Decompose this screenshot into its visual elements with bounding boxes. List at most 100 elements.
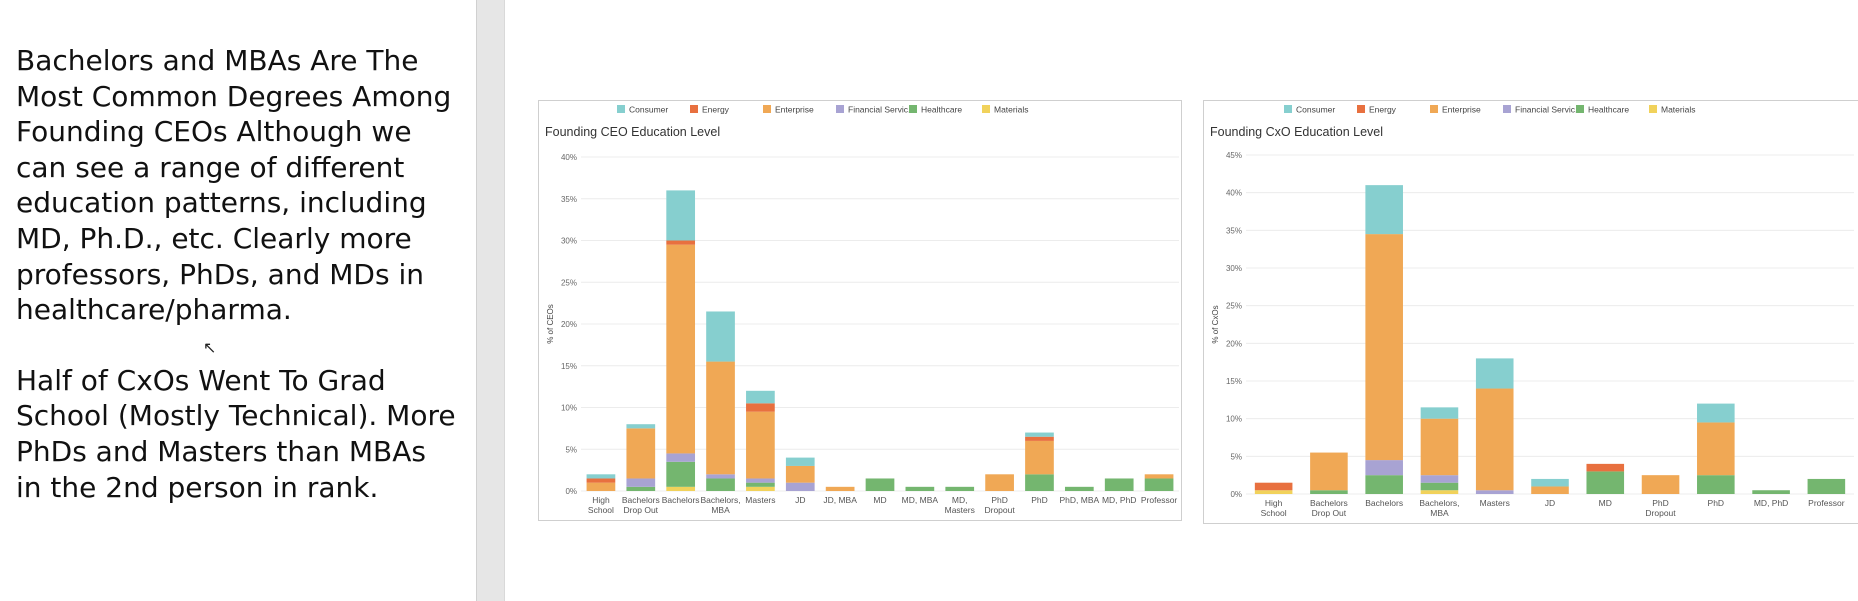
- legend-swatch-financial-servic: [836, 105, 844, 113]
- legend-swatch-materials: [982, 105, 990, 113]
- bar-segment-energy: [1586, 463, 1625, 472]
- bar-segment-healthcare: [746, 482, 775, 487]
- bar-segment-consumer: [1475, 358, 1514, 389]
- bar-segment-financial-servic: [746, 478, 775, 483]
- x-tick-label: Bachelors: [662, 495, 700, 505]
- x-tick-label: JD, MBA: [823, 495, 857, 505]
- bar-segment-enterprise: [586, 482, 616, 491]
- bar-stack-md: [1586, 463, 1625, 494]
- paragraph-cxo: Half of CxOs Went To Grad School (Mostly…: [16, 363, 456, 504]
- legend-swatch-materials: [1649, 105, 1657, 113]
- bar-segment-healthcare: [706, 478, 735, 491]
- cxo-education-chart: Consumer Energy Enterprise Financial Servic…: [1203, 100, 1858, 524]
- y-tick-label: 10%: [1226, 415, 1242, 424]
- x-tick-label: Professor: [1141, 495, 1178, 505]
- bar-segment-enterprise: [1310, 452, 1348, 491]
- bar-segment-healthcare: [1310, 490, 1348, 494]
- x-tick-label: Masters: [745, 495, 775, 505]
- bar-segment-healthcare: [905, 486, 935, 491]
- bar-segment-financial-servic: [1365, 460, 1403, 476]
- bar-segment-energy: [1025, 436, 1054, 441]
- bar-segment-healthcare: [865, 478, 895, 491]
- x-tick-label: MD: [873, 495, 886, 505]
- text-panel: Bachelors and MBAs Are The Most Common D…: [0, 0, 476, 601]
- ceo-education-chart: Consumer Energy Enterprise Financial Servic…: [538, 100, 1182, 521]
- x-tick-label: MD, PhD: [1102, 495, 1136, 505]
- legend-label-energy: Energy: [1369, 105, 1397, 115]
- legend-label-financial-servic: Financial Servic..: [848, 105, 913, 115]
- bar-segment-materials: [746, 486, 775, 491]
- legend-swatch-consumer: [1284, 105, 1292, 113]
- x-tick-label: Professor: [1808, 498, 1845, 508]
- legend-swatch-enterprise: [1430, 105, 1438, 113]
- x-tick-label: Bachelors Drop Out: [1310, 498, 1348, 518]
- commentary-text: Bachelors and MBAs Are The Most Common D…: [16, 43, 456, 505]
- bar-segment-enterprise: [825, 486, 855, 491]
- x-tick-label: MD: [1599, 498, 1612, 508]
- y-tick-label: 45%: [1226, 151, 1242, 160]
- y-tick-label: 0%: [565, 487, 577, 496]
- mouse-cursor-icon: ↖: [203, 338, 217, 357]
- bar-segment-healthcare: [1586, 471, 1625, 494]
- bar-segment-enterprise: [746, 411, 775, 479]
- bar-segment-enterprise: [1531, 486, 1569, 494]
- y-tick-label: 15%: [561, 362, 577, 371]
- y-tick-label: 30%: [561, 237, 577, 246]
- y-tick-label: 20%: [1226, 339, 1242, 348]
- bar-segment-consumer: [706, 311, 735, 362]
- bar-segment-consumer: [666, 190, 696, 241]
- bar-segment-enterprise: [1697, 422, 1735, 476]
- bar-segment-consumer: [626, 424, 656, 429]
- x-tick-label: PhD: [1031, 495, 1048, 505]
- x-tick-label: MD, PhD: [1754, 498, 1788, 508]
- x-tick-label: Masters: [1480, 498, 1510, 508]
- x-tick-label: PhD, MBA: [1059, 495, 1099, 505]
- y-tick-label: 25%: [561, 278, 577, 287]
- y-tick-label: 25%: [1226, 302, 1242, 311]
- bar-segment-financial-servic: [706, 474, 735, 479]
- bar-segment-healthcare: [666, 461, 696, 487]
- bar-stack-phd: [1697, 403, 1735, 494]
- legend-swatch-consumer: [617, 105, 625, 113]
- y-tick-label: 35%: [1226, 226, 1242, 235]
- bar-stack-bachelors-drop-out: [1310, 452, 1348, 494]
- y-tick-label: 5%: [1230, 452, 1242, 461]
- y-tick-label: 40%: [1226, 189, 1242, 198]
- bar-stack-md: [865, 478, 895, 491]
- bar-segment-enterprise: [1420, 418, 1459, 476]
- y-tick-label: 40%: [561, 153, 577, 162]
- bar-segment-materials: [666, 486, 696, 491]
- bar-segment-healthcare: [1752, 490, 1790, 494]
- bar-segment-financial-servic: [785, 482, 815, 491]
- bar-segment-financial-servic: [666, 453, 696, 462]
- x-tick-label: PhD: [1708, 498, 1725, 508]
- x-tick-label: MD, Masters: [945, 495, 975, 515]
- bar-segment-consumer: [746, 390, 775, 404]
- x-tick-label: Bachelors: [1365, 498, 1403, 508]
- bar-segment-enterprise: [1025, 440, 1054, 475]
- bar-segment-financial-servic: [1420, 475, 1459, 483]
- bar-stack-professor: [1144, 474, 1174, 491]
- legend-label-consumer: Consumer: [629, 105, 668, 115]
- legend-label-materials: Materials: [1661, 105, 1695, 115]
- y-tick-label: 10%: [561, 404, 577, 413]
- x-tick-label: Bachelors, MBA: [1419, 498, 1459, 518]
- x-tick-label: JD: [1545, 498, 1555, 508]
- x-tick-label: JD: [795, 495, 805, 505]
- y-axis-label: % of CEOs: [546, 304, 555, 344]
- legend-swatch-healthcare: [1576, 105, 1584, 113]
- legend-label-healthcare: Healthcare: [1588, 105, 1629, 115]
- bar-stack-high-school: [1254, 482, 1293, 494]
- bar-segment-healthcare: [1697, 475, 1735, 494]
- bar-segment-healthcare: [1025, 474, 1054, 491]
- x-tick-label: Bachelors, MBA: [700, 495, 740, 515]
- bar-segment-healthcare: [626, 486, 656, 491]
- pane-splitter[interactable]: [476, 0, 505, 601]
- y-axis-label: % of CxOs: [1211, 305, 1220, 343]
- bar-stack-bachelors: [666, 190, 696, 491]
- bar-segment-consumer: [586, 474, 616, 479]
- bar-segment-enterprise: [1475, 388, 1514, 491]
- bar-segment-consumer: [1365, 185, 1403, 235]
- bar-segment-healthcare: [1420, 482, 1459, 491]
- x-tick-label: Bachelors Drop Out: [622, 495, 660, 515]
